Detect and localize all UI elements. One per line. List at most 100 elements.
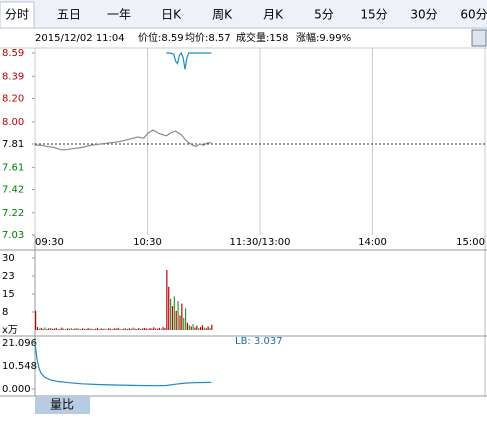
volume-bar bbox=[160, 328, 162, 330]
volume-bar bbox=[170, 298, 172, 330]
info-text: 均价:8.57 bbox=[185, 32, 231, 44]
volume-bar bbox=[140, 328, 142, 330]
volume-bar bbox=[130, 328, 132, 330]
bottom-tab-label[interactable]: 量比 bbox=[50, 398, 74, 412]
volume-bar bbox=[126, 329, 129, 330]
volume-bar bbox=[78, 328, 80, 330]
volume-bar bbox=[185, 308, 187, 330]
volume-bar bbox=[168, 286, 170, 330]
volume-bar bbox=[96, 327, 99, 330]
tab[interactable]: 五日 bbox=[57, 8, 81, 22]
volume-bar bbox=[44, 327, 46, 330]
tab[interactable]: 分时 bbox=[5, 8, 29, 22]
y-tick-label: 15 bbox=[2, 289, 15, 300]
y-tick-label: 8.20 bbox=[2, 94, 24, 105]
bottom-tab[interactable] bbox=[35, 396, 90, 414]
tab[interactable]: 一年 bbox=[107, 8, 131, 22]
tab[interactable]: 5分 bbox=[314, 8, 334, 22]
volume-bar bbox=[68, 328, 70, 330]
tab[interactable]: 周K bbox=[212, 8, 233, 22]
volume-bar bbox=[70, 328, 72, 330]
volume-bar bbox=[36, 327, 39, 330]
volume-bar bbox=[145, 328, 147, 330]
volume-bar bbox=[205, 328, 207, 330]
volume-bar bbox=[151, 328, 153, 330]
volume-bar bbox=[166, 270, 168, 330]
volume-bar bbox=[164, 328, 166, 330]
volume-bar bbox=[134, 328, 136, 330]
volume-bar bbox=[63, 328, 65, 330]
volume-bar bbox=[190, 326, 192, 330]
x-tick-label: 11:30/13:00 bbox=[229, 237, 290, 248]
volume-bar bbox=[141, 328, 144, 330]
y-tick-label: 8.59 bbox=[2, 48, 24, 59]
volume-bar bbox=[100, 328, 102, 330]
volume-bar bbox=[171, 306, 174, 330]
volume-bar bbox=[183, 318, 185, 330]
volume-bar bbox=[155, 328, 157, 330]
volume-bar bbox=[198, 328, 200, 330]
volume-bar bbox=[66, 328, 69, 330]
volume-bar bbox=[42, 328, 44, 330]
volume-bar bbox=[98, 329, 100, 330]
y-tick-label: 7.03 bbox=[2, 230, 24, 241]
tab[interactable]: 15分 bbox=[360, 8, 387, 22]
tab[interactable]: 60分 bbox=[460, 8, 487, 22]
volume-bar bbox=[194, 327, 196, 330]
volume-bar bbox=[132, 327, 134, 330]
tab[interactable]: 日K bbox=[161, 8, 182, 22]
price-line bbox=[34, 342, 212, 387]
y-tick-label: 8 bbox=[2, 307, 8, 318]
volume-bar bbox=[173, 296, 175, 330]
volume-bar bbox=[119, 328, 121, 330]
volume-bar bbox=[209, 327, 211, 330]
volume-bar bbox=[211, 324, 213, 330]
volume-bar bbox=[200, 327, 202, 330]
volume-bar bbox=[203, 327, 205, 330]
info-text: 价位:8.59 bbox=[138, 31, 184, 44]
y-tick-label: 7.61 bbox=[2, 162, 24, 173]
volume-bar bbox=[38, 328, 40, 330]
tab-bar bbox=[0, 0, 487, 28]
volume-bar bbox=[125, 328, 127, 330]
volume-bar bbox=[108, 328, 110, 330]
y-tick-label: 23 bbox=[2, 271, 15, 282]
volume-bar bbox=[51, 328, 54, 330]
volume-bar bbox=[50, 328, 52, 330]
y-tick-label: 7.22 bbox=[2, 208, 24, 219]
info-text: 涨幅:9.99% bbox=[296, 31, 351, 44]
tab[interactable]: 月K bbox=[263, 8, 284, 22]
volume-bar bbox=[156, 328, 159, 330]
volume-bar bbox=[59, 328, 61, 330]
volume-bar bbox=[177, 301, 179, 330]
volume-bar bbox=[104, 328, 106, 330]
price-line bbox=[166, 51, 212, 70]
annotation: LB: 3.037 bbox=[235, 336, 283, 347]
volume-bar bbox=[53, 328, 55, 330]
tab[interactable]: 30分 bbox=[410, 8, 437, 22]
y-tick-label: 10.548 bbox=[2, 361, 37, 372]
volume-bar bbox=[40, 327, 42, 330]
toggle-icon[interactable] bbox=[471, 29, 487, 47]
price-line bbox=[35, 129, 212, 151]
y-tick-label: 8.39 bbox=[2, 71, 24, 82]
volume-bar bbox=[192, 324, 194, 330]
y-tick-label: 7.81 bbox=[2, 139, 24, 150]
volume-bar bbox=[186, 322, 189, 330]
volume-bar bbox=[57, 329, 59, 330]
volume-bar bbox=[72, 329, 74, 330]
y-tick-label: 0.000 bbox=[2, 384, 31, 395]
x-tick-label: 09:30 bbox=[35, 237, 64, 248]
volume-bar bbox=[48, 328, 50, 330]
volume-bar bbox=[123, 328, 125, 330]
volume-bar bbox=[143, 327, 145, 330]
volume-bar bbox=[181, 303, 183, 330]
x-tick-label: 15:00 bbox=[456, 237, 485, 248]
volume-bar bbox=[179, 315, 181, 330]
info-text: 成交量:158 bbox=[236, 31, 288, 44]
volume-bar bbox=[196, 325, 198, 330]
info-text: 2015/12/02 11:04 bbox=[35, 33, 125, 44]
volume-bar bbox=[136, 329, 138, 330]
volume-bar bbox=[106, 329, 108, 330]
